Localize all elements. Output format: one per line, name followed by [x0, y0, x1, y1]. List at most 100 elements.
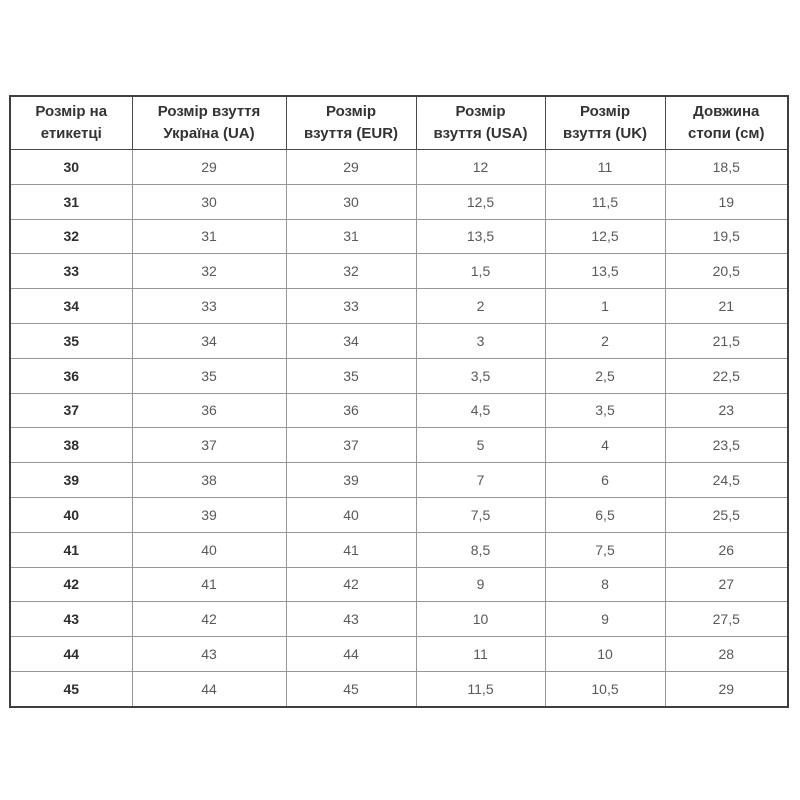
label-size-cell: 41	[9, 531, 133, 568]
label-size-cell: 44	[9, 636, 133, 672]
table-row: 32 31 31 13,5 12,5 19,5	[9, 218, 789, 255]
eur-size-cell: 42	[285, 566, 417, 603]
label-size-cell: 36	[9, 357, 133, 394]
uk-size-cell: 2,5	[544, 357, 666, 394]
table-row: 31 30 30 12,5 11,5 19	[9, 183, 789, 220]
ua-size-cell: 35	[131, 357, 287, 394]
ua-size-cell: 40	[131, 531, 287, 568]
uk-size-cell: 7,5	[544, 531, 666, 568]
eur-size-cell: 33	[285, 288, 417, 324]
table-header: Розмір на етикетці Розмір взуття Україна…	[9, 95, 789, 150]
label-size-cell: 38	[9, 427, 133, 464]
foot-length-cell: 19,5	[664, 218, 789, 255]
ua-size-cell: 41	[131, 566, 287, 603]
foot-length-cell: 23,5	[664, 427, 789, 464]
foot-length-cell: 26	[664, 531, 789, 568]
table-row: 37 36 36 4,5 3,5 23	[9, 392, 789, 429]
header-cell-label-size: Розмір на етикетці	[9, 95, 133, 150]
eur-size-cell: 34	[285, 322, 417, 359]
ua-size-cell: 29	[131, 149, 287, 185]
table-row: 36 35 35 3,5 2,5 22,5	[9, 357, 789, 394]
foot-length-cell: 28	[664, 636, 789, 672]
label-size-cell: 43	[9, 601, 133, 638]
usa-size-cell: 8,5	[415, 531, 546, 568]
foot-length-cell: 19	[664, 183, 789, 220]
eur-size-cell: 44	[285, 636, 417, 672]
uk-size-cell: 8	[544, 566, 666, 603]
uk-size-cell: 13,5	[544, 253, 666, 290]
header-cell-foot-length: Довжина стопи (см)	[664, 95, 789, 150]
uk-size-cell: 11	[544, 149, 666, 185]
foot-length-cell: 22,5	[664, 357, 789, 394]
label-size-cell: 31	[9, 183, 133, 220]
table-row: 42 41 42 9 8 27	[9, 566, 789, 603]
ua-size-cell: 42	[131, 601, 287, 638]
usa-size-cell: 12,5	[415, 183, 546, 220]
usa-size-cell: 11	[415, 636, 546, 672]
table-row: 41 40 41 8,5 7,5 26	[9, 531, 789, 568]
uk-size-cell: 6	[544, 462, 666, 498]
uk-size-cell: 10,5	[544, 670, 666, 708]
foot-length-cell: 18,5	[664, 149, 789, 185]
shoe-size-table: Розмір на етикетці Розмір взуття Україна…	[9, 95, 789, 708]
eur-size-cell: 35	[285, 357, 417, 394]
header-row: Розмір на етикетці Розмір взуття Україна…	[9, 95, 789, 150]
ua-size-cell: 38	[131, 462, 287, 498]
header-cell-uk-size: Розмір взуття (UK)	[544, 95, 666, 150]
label-size-cell: 34	[9, 288, 133, 324]
foot-length-cell: 27,5	[664, 601, 789, 638]
label-size-cell: 30	[9, 149, 133, 185]
usa-size-cell: 3	[415, 322, 546, 359]
label-size-cell: 39	[9, 462, 133, 498]
label-size-cell: 45	[9, 670, 133, 708]
table-row: 39 38 39 7 6 24,5	[9, 462, 789, 498]
label-size-cell: 35	[9, 322, 133, 359]
header-cell-eur-size: Розмір взуття (EUR)	[285, 95, 417, 150]
eur-size-cell: 29	[285, 149, 417, 185]
ua-size-cell: 32	[131, 253, 287, 290]
usa-size-cell: 9	[415, 566, 546, 603]
eur-size-cell: 45	[285, 670, 417, 708]
ua-size-cell: 34	[131, 322, 287, 359]
eur-size-cell: 36	[285, 392, 417, 429]
eur-size-cell: 41	[285, 531, 417, 568]
usa-size-cell: 7	[415, 462, 546, 498]
uk-size-cell: 9	[544, 601, 666, 638]
table-row: 35 34 34 3 2 21,5	[9, 322, 789, 359]
usa-size-cell: 2	[415, 288, 546, 324]
table-row: 34 33 33 2 1 21	[9, 288, 789, 324]
usa-size-cell: 11,5	[415, 670, 546, 708]
eur-size-cell: 32	[285, 253, 417, 290]
uk-size-cell: 6,5	[544, 496, 666, 533]
label-size-cell: 32	[9, 218, 133, 255]
usa-size-cell: 12	[415, 149, 546, 185]
table-row: 43 42 43 10 9 27,5	[9, 601, 789, 638]
usa-size-cell: 4,5	[415, 392, 546, 429]
ua-size-cell: 31	[131, 218, 287, 255]
foot-length-cell: 23	[664, 392, 789, 429]
ua-size-cell: 37	[131, 427, 287, 464]
ua-size-cell: 36	[131, 392, 287, 429]
foot-length-cell: 27	[664, 566, 789, 603]
usa-size-cell: 7,5	[415, 496, 546, 533]
eur-size-cell: 40	[285, 496, 417, 533]
label-size-cell: 33	[9, 253, 133, 290]
table-row: 40 39 40 7,5 6,5 25,5	[9, 496, 789, 533]
table-body: 30 29 29 12 11 18,5 31 30 30 12,5 11,5 19 32 31 31 13,5…	[9, 149, 789, 708]
foot-length-cell: 24,5	[664, 462, 789, 498]
table-row: 45 44 45 11,5 10,5 29	[9, 670, 789, 708]
eur-size-cell: 31	[285, 218, 417, 255]
header-cell-usa-size: Розмір взуття (USA)	[415, 95, 546, 150]
foot-length-cell: 20,5	[664, 253, 789, 290]
uk-size-cell: 4	[544, 427, 666, 464]
ua-size-cell: 44	[131, 670, 287, 708]
header-cell-ua-size: Розмір взуття Україна (UA)	[131, 95, 287, 150]
table-row: 33 32 32 1,5 13,5 20,5	[9, 253, 789, 290]
eur-size-cell: 39	[285, 462, 417, 498]
label-size-cell: 42	[9, 566, 133, 603]
uk-size-cell: 10	[544, 636, 666, 672]
uk-size-cell: 11,5	[544, 183, 666, 220]
table-row: 30 29 29 12 11 18,5	[9, 149, 789, 185]
uk-size-cell: 3,5	[544, 392, 666, 429]
usa-size-cell: 10	[415, 601, 546, 638]
